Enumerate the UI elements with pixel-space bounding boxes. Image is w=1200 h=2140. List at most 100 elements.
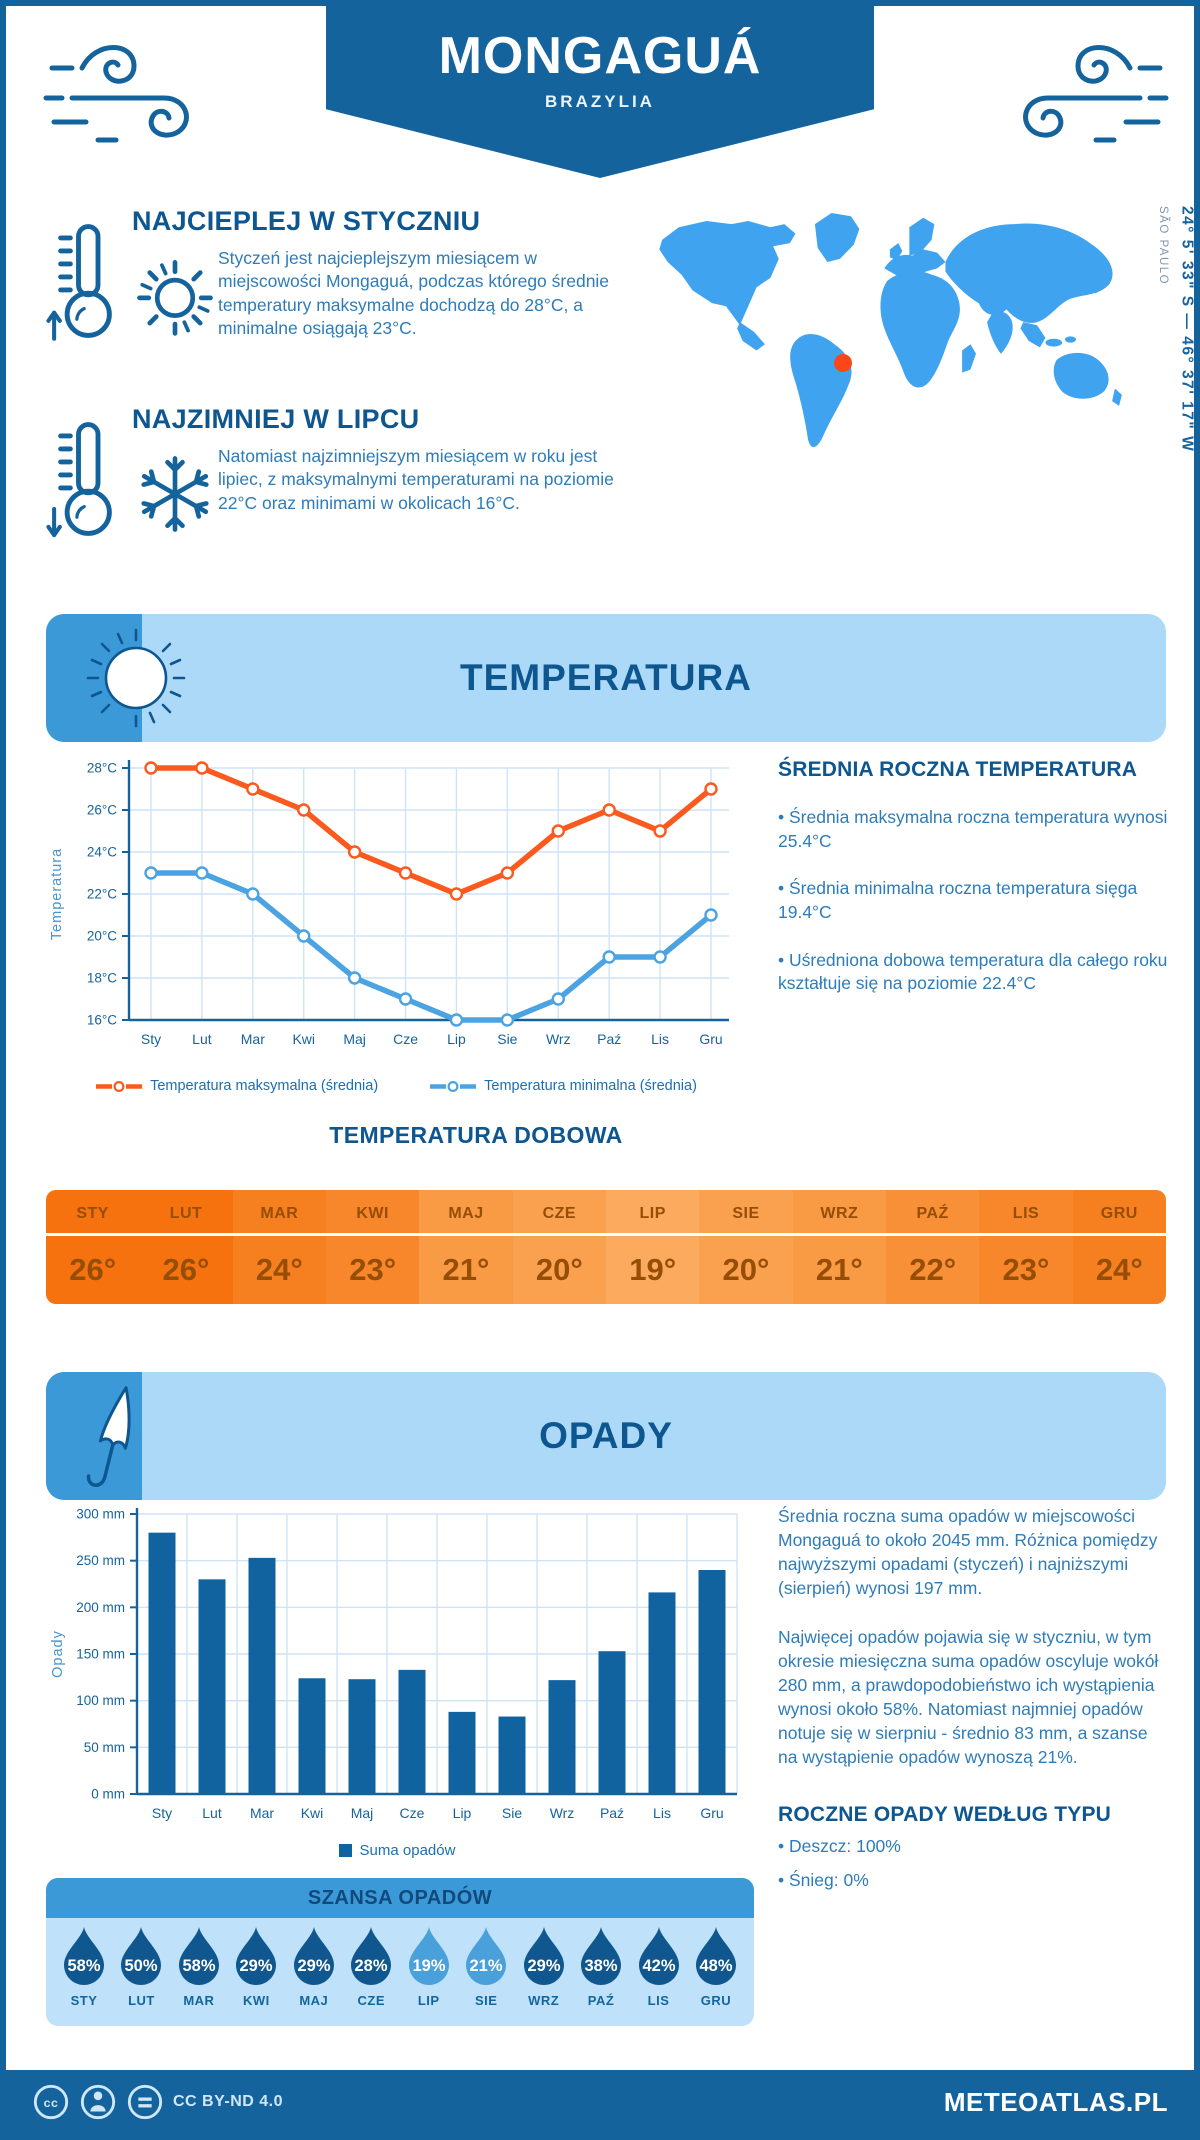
coordinates-block: 24° 5' 33" S — 46° 37' 17" W SÃO PAULO (1152, 206, 1194, 626)
svg-text:150 mm: 150 mm (76, 1647, 125, 1662)
region-text: SÃO PAULO (1157, 206, 1170, 286)
chance-drops-row: 58% STY 50% LUT 58% MAR 29% KWI 29% MAJ 28% CZE 19% L… (46, 1918, 754, 2008)
month-column: WRZ 21° (792, 1190, 886, 1304)
chance-month-label: LIS (647, 1993, 670, 2008)
month-temperature-value: 23° (1002, 1252, 1050, 1287)
fact-coldest: NAJZIMNIEJ W LIPCU Natomiast najzimniejs… (46, 404, 636, 554)
svg-text:18°C: 18°C (87, 971, 117, 986)
month-temperature-value: 24° (1095, 1252, 1143, 1287)
svg-text:29%: 29% (240, 1957, 273, 1975)
svg-text:Temperatura: Temperatura (49, 848, 65, 940)
svg-text:Kwi: Kwi (292, 1031, 315, 1047)
annual-temperature-heading: ŚREDNIA ROCZNA TEMPERATURA (778, 758, 1138, 781)
svg-text:Sty: Sty (152, 1805, 172, 1821)
month-column: KWI 23° (326, 1190, 420, 1304)
month-column: MAR 24° (232, 1190, 326, 1304)
chance-drop: 29% KWI (232, 1926, 280, 2008)
thermometer-down-icon (46, 422, 112, 538)
chance-drop: 29% WRZ (520, 1926, 568, 2008)
chance-drop: 48% GRU (692, 1926, 740, 2008)
brand-text: METEOATLAS.PL (943, 2086, 1168, 2117)
month-column: GRU 24° (1072, 1190, 1166, 1304)
cc-nd-icon (127, 2084, 163, 2120)
svg-text:28°C: 28°C (87, 761, 117, 776)
month-temperature-value: 20° (722, 1252, 770, 1287)
month-temperature-value: 22° (909, 1252, 957, 1287)
month-temperature-value: 24° (255, 1252, 303, 1287)
month-column: LIP 19° (606, 1190, 700, 1304)
svg-text:Lut: Lut (192, 1031, 212, 1047)
month-label: WRZ (792, 1190, 886, 1236)
annual-temperature-block: ŚREDNIA ROCZNA TEMPERATURA • Średnia mak… (778, 758, 1170, 996)
svg-text:Mar: Mar (241, 1031, 265, 1047)
month-column: LIS 23° (979, 1190, 1073, 1304)
svg-text:20°C: 20°C (87, 929, 117, 944)
chance-month-label: WRZ (528, 1993, 560, 2008)
svg-text:19%: 19% (412, 1957, 445, 1975)
svg-text:Sie: Sie (497, 1031, 517, 1047)
svg-text:Paź: Paź (600, 1805, 624, 1821)
monthly-temperature-table: STY 26° LUT 26° MAR 24° KWI 23° MAJ 21° CZE 20° LIP 1… (46, 1190, 1166, 1304)
svg-text:Paź: Paź (597, 1031, 621, 1047)
month-temperature-value: 26° (162, 1252, 210, 1287)
chance-drop: 50% LUT (117, 1926, 165, 2008)
precipitation-type-bullet: • Deszcz: 100% (778, 1836, 901, 1857)
svg-text:Kwi: Kwi (301, 1805, 324, 1821)
chance-month-label: SIE (474, 1993, 498, 2008)
month-temperature-value: 19° (629, 1252, 677, 1287)
chance-panel-title: SZANSA OPADÓW (46, 1878, 754, 1918)
chance-drop: 29% MAJ (290, 1926, 338, 2008)
svg-text:24°C: 24°C (87, 845, 117, 860)
month-column: PAŹ 22° (886, 1190, 980, 1304)
svg-text:48%: 48% (699, 1957, 732, 1975)
month-label: PAŹ (886, 1190, 980, 1236)
fact-coldest-text: Natomiast najzimniejszym miesiącem w rok… (218, 446, 614, 513)
chance-drop: 58% MAR (175, 1926, 223, 2008)
chance-month-label: GRU (700, 1993, 732, 2008)
chance-month-label: MAJ (299, 1993, 329, 2008)
chance-month-label: LIP (417, 1993, 440, 2008)
svg-text:16°C: 16°C (87, 1013, 117, 1028)
annual-bullet: • Średnia minimalna roczna temperatura s… (778, 878, 1138, 922)
svg-text:Gru: Gru (699, 1031, 722, 1047)
precipitation-section-banner: OPADY (46, 1372, 1166, 1500)
svg-text:100 mm: 100 mm (76, 1693, 125, 1708)
precipitation-section-title: OPADY (539, 1415, 673, 1456)
cc-by-icon (80, 2084, 116, 2120)
svg-text:Lis: Lis (653, 1805, 671, 1821)
month-label: LIP (606, 1190, 700, 1236)
chance-drop: 28% CZE (347, 1926, 395, 2008)
temperature-line-chart: 16°C 18°C 20°C 22°C 24°C 26°C 28°C Sty Lut Mar Kwi… (49, 760, 729, 1047)
chance-drop: 21% SIE (462, 1926, 510, 2008)
svg-text:Sty: Sty (141, 1031, 161, 1047)
chance-of-precipitation-panel: SZANSA OPADÓW 58% STY 50% LUT 58% MAR 29% KWI 29… (46, 1878, 754, 2026)
legend-item: Suma opadów (338, 1842, 455, 1859)
svg-text:200 mm: 200 mm (76, 1600, 125, 1615)
wind-icon (43, 45, 189, 143)
svg-text:58%: 58% (67, 1957, 100, 1975)
annual-bullet: • Średnia maksymalna roczna temperatura … (778, 807, 1168, 851)
month-column: STY 26° (46, 1190, 140, 1304)
svg-text:22°C: 22°C (87, 887, 117, 902)
month-column: CZE 20° (512, 1190, 606, 1304)
svg-text:Wrz: Wrz (550, 1805, 575, 1821)
svg-text:Lip: Lip (453, 1805, 472, 1821)
license-block: cc CC BY-ND 4.0 (32, 2083, 283, 2121)
svg-text:38%: 38% (585, 1957, 618, 1975)
precipitation-paragraph: Średnia roczna suma opadów w miejscowośc… (778, 1506, 1158, 1599)
month-column: SIE 20° (699, 1190, 793, 1304)
svg-text:Lut: Lut (202, 1805, 222, 1821)
month-temperature-value: 20° (535, 1252, 583, 1287)
month-column: MAJ 21° (419, 1190, 513, 1304)
location-marker (833, 354, 852, 373)
month-label: GRU (1072, 1190, 1166, 1236)
chance-month-label: MAR (183, 1993, 215, 2008)
footer: cc CC BY-ND 4.0 METEOATLAS.PL (6, 2070, 1194, 2134)
svg-text:Cze: Cze (400, 1805, 425, 1821)
temperature-section-banner: TEMPERATURA (46, 614, 1166, 742)
fact-warmest-title: NAJCIEPLEJ W STYCZNIU (132, 206, 481, 236)
svg-text:Cze: Cze (393, 1031, 418, 1047)
sun-banner-icon (46, 614, 186, 742)
month-column: LUT 26° (139, 1190, 233, 1304)
